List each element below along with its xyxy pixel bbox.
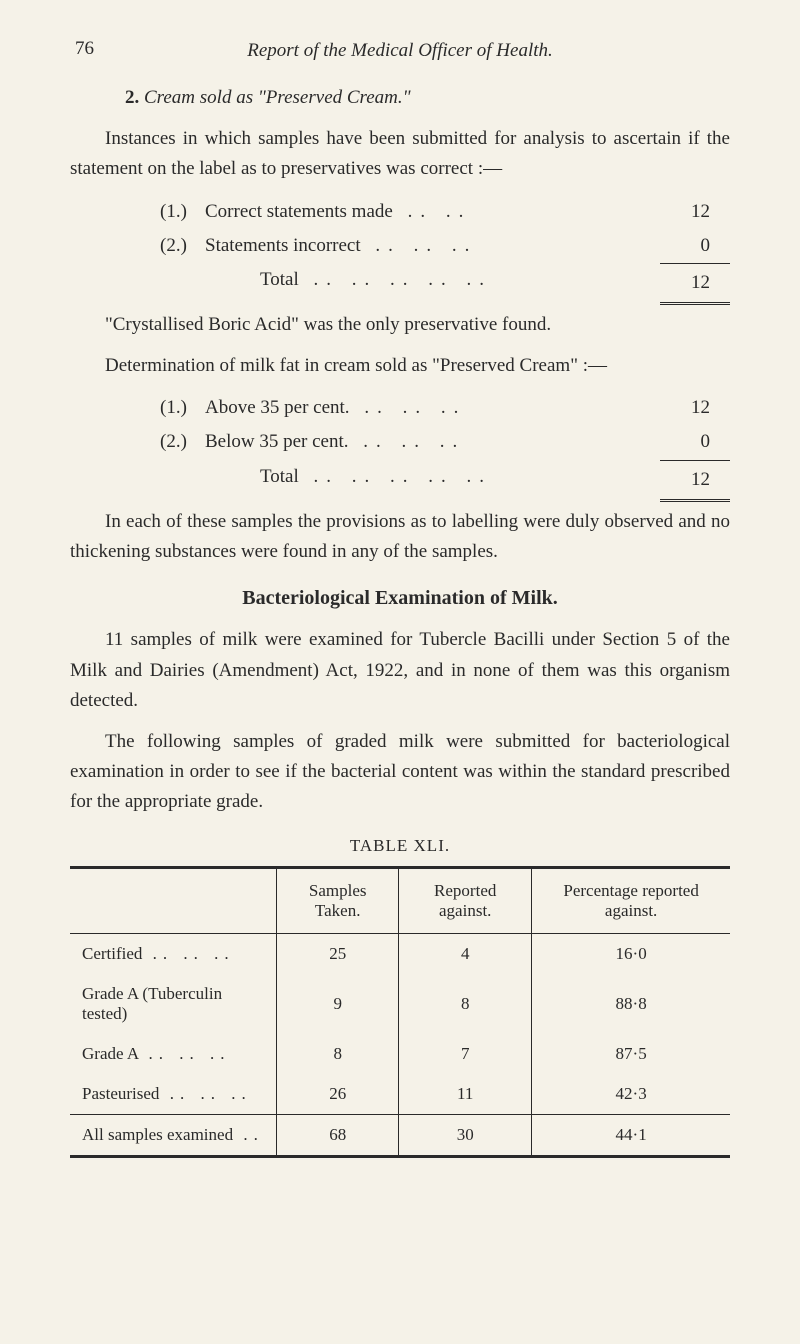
leader-dots: .. .. .. xyxy=(147,944,235,963)
bacteriological-para-2: The following samples of graded milk wer… xyxy=(70,727,730,818)
cell-samples: 8 xyxy=(277,1034,399,1074)
table-row: Grade A (Tuberculin tested) 9 8 88·8 xyxy=(70,974,730,1034)
milk-grades-table: Samples Taken. Reported against. Percent… xyxy=(70,866,730,1158)
cell-reported: 4 xyxy=(399,933,532,974)
cell-pct: 87·5 xyxy=(532,1034,730,1074)
total-label: Total .. .. .. .. .. xyxy=(160,460,660,502)
document-page: 76 Report of the Medical Officer of Heal… xyxy=(0,0,800,1344)
table-row: Certified .. .. .. 25 4 16·0 xyxy=(70,933,730,974)
list-item-value: 12 xyxy=(660,195,730,229)
page-number: 76 xyxy=(75,38,94,60)
table-row: Grade A .. .. .. 8 7 87·5 xyxy=(70,1034,730,1074)
intro-paragraph: Instances in which samples have been sub… xyxy=(70,124,730,185)
list-item-label: Correct statements made .. .. xyxy=(205,195,660,229)
list-item-value: 12 xyxy=(660,391,730,425)
determination-paragraph: Determination of milk fat in cream sold … xyxy=(70,351,730,381)
table-header-row: Samples Taken. Reported against. Percent… xyxy=(70,867,730,933)
cell-pct: 44·1 xyxy=(532,1114,730,1156)
row-label: Pasteurised .. .. .. xyxy=(70,1074,277,1115)
cell-reported: 30 xyxy=(399,1114,532,1156)
percent-list: (1.) Above 35 per cent. .. .. .. 12 (2.)… xyxy=(70,391,730,502)
cell-samples: 26 xyxy=(277,1074,399,1115)
running-head: Report of the Medical Officer of Health. xyxy=(70,40,730,62)
bacteriological-para-1: 11 samples of milk were examined for Tub… xyxy=(70,625,730,716)
bacteriological-heading: Bacteriological Examination of Milk. xyxy=(70,587,730,610)
total-label: Total .. .. .. .. .. xyxy=(160,263,660,305)
cell-pct: 16·0 xyxy=(532,933,730,974)
list-item-value: 0 xyxy=(660,425,730,459)
section-title-text: Cream sold as "Preserved Cream." xyxy=(144,87,411,108)
cell-reported: 8 xyxy=(399,974,532,1034)
list-item: (2.) Below 35 per cent. .. .. .. 0 xyxy=(70,425,730,459)
row-label: All samples examined .. xyxy=(70,1114,277,1156)
leader-dots: .. .. .. xyxy=(142,1044,230,1063)
leader-dots: .. .. .. .. .. xyxy=(304,466,503,487)
table-header-reported: Reported against. xyxy=(399,867,532,933)
table-header-percentage: Percentage reported against. xyxy=(532,867,730,933)
cell-samples: 9 xyxy=(277,974,399,1034)
list-item: (2.) Statements incorrect .. .. .. 0 xyxy=(70,229,730,263)
table-row: Pasteurised .. .. .. 26 11 42·3 xyxy=(70,1074,730,1115)
table-header-samples: Samples Taken. xyxy=(277,867,399,933)
leader-dots: .. .. .. .. .. xyxy=(304,269,503,290)
list-item-label: Below 35 per cent. .. .. .. xyxy=(205,425,660,459)
cell-pct: 88·8 xyxy=(532,974,730,1034)
table-header-blank xyxy=(70,867,277,933)
list-item-number: (2.) xyxy=(160,425,205,459)
cell-samples: 68 xyxy=(277,1114,399,1156)
cell-reported: 11 xyxy=(399,1074,532,1115)
total-row: Total .. .. .. .. .. 12 xyxy=(70,460,730,502)
row-label: Certified .. .. .. xyxy=(70,933,277,974)
total-value: 12 xyxy=(660,460,730,502)
list-item-number: (1.) xyxy=(160,391,205,425)
leader-dots: .. xyxy=(237,1125,264,1144)
table-footer-row: All samples examined .. 68 30 44·1 xyxy=(70,1114,730,1156)
list-item-label: Above 35 per cent. .. .. .. xyxy=(205,391,660,425)
boric-acid-paragraph: "Crystallised Boric Acid" was the only p… xyxy=(70,310,730,340)
list-item: (1.) Above 35 per cent. .. .. .. 12 xyxy=(70,391,730,425)
leader-dots: .. .. xyxy=(398,201,482,222)
statements-list: (1.) Correct statements made .. .. 12 (2… xyxy=(70,195,730,306)
total-row: Total .. .. .. .. .. 12 xyxy=(70,263,730,305)
section-number: 2. xyxy=(125,87,139,108)
list-item-value: 0 xyxy=(660,229,730,263)
leader-dots: .. .. .. xyxy=(164,1084,252,1103)
cell-reported: 7 xyxy=(399,1034,532,1074)
leader-dots xyxy=(127,1004,133,1023)
leader-dots: .. .. .. xyxy=(365,235,487,256)
list-item-label: Statements incorrect .. .. .. xyxy=(205,229,660,263)
leader-dots: .. .. .. xyxy=(353,431,475,452)
list-item-number: (2.) xyxy=(160,229,205,263)
leader-dots: .. .. .. xyxy=(354,397,476,418)
cell-samples: 25 xyxy=(277,933,399,974)
list-item-number: (1.) xyxy=(160,195,205,229)
table-caption: TABLE XLI. xyxy=(70,836,730,856)
total-value: 12 xyxy=(660,263,730,305)
list-item: (1.) Correct statements made .. .. 12 xyxy=(70,195,730,229)
row-label: Grade A .. .. .. xyxy=(70,1034,277,1074)
closing-paragraph: In each of these samples the provisions … xyxy=(70,507,730,568)
row-label: Grade A (Tuberculin tested) xyxy=(70,974,277,1034)
cell-pct: 42·3 xyxy=(532,1074,730,1115)
section-2-title: 2. Cream sold as "Preserved Cream." xyxy=(125,87,730,109)
